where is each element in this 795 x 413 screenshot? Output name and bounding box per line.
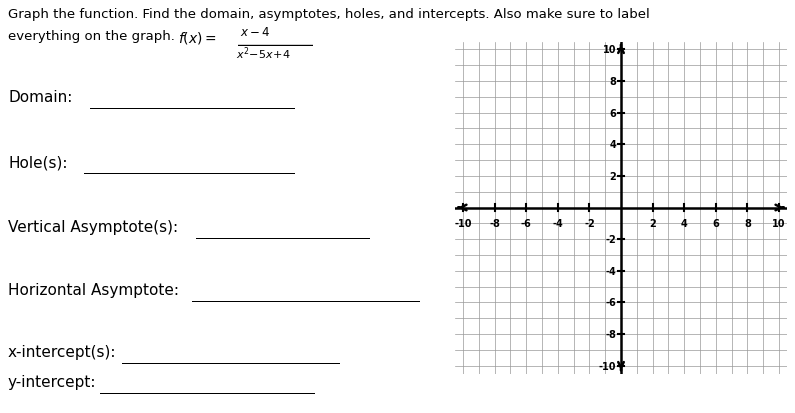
Text: $f(x) =$: $f(x) =$ — [178, 30, 217, 46]
Text: -10: -10 — [454, 218, 471, 228]
Text: 10: 10 — [773, 218, 785, 228]
Text: -8: -8 — [605, 329, 616, 339]
Text: $x-4$: $x-4$ — [240, 26, 270, 39]
Text: 8: 8 — [744, 218, 751, 228]
Text: -6: -6 — [521, 218, 532, 228]
Text: 6: 6 — [610, 108, 616, 119]
Text: $x^2\!-\!5x\!+\!4$: $x^2\!-\!5x\!+\!4$ — [236, 45, 291, 62]
Text: 6: 6 — [712, 218, 719, 228]
Text: Domain:: Domain: — [8, 90, 72, 105]
Text: -10: -10 — [599, 361, 616, 371]
Text: 8: 8 — [610, 77, 616, 87]
Text: x-intercept(s):: x-intercept(s): — [8, 344, 117, 359]
Text: 2: 2 — [610, 171, 616, 181]
Text: Vertical Asymptote(s):: Vertical Asymptote(s): — [8, 219, 178, 235]
Text: -2: -2 — [606, 235, 616, 244]
Text: -6: -6 — [606, 298, 616, 308]
Text: Horizontal Asymptote:: Horizontal Asymptote: — [8, 282, 179, 297]
Text: 4: 4 — [681, 218, 688, 228]
Text: y-intercept:: y-intercept: — [8, 374, 96, 389]
Text: 4: 4 — [610, 140, 616, 150]
Text: Hole(s):: Hole(s): — [8, 154, 68, 170]
Text: -4: -4 — [606, 266, 616, 276]
Text: 10: 10 — [603, 45, 616, 55]
Text: -4: -4 — [553, 218, 563, 228]
Text: -2: -2 — [584, 218, 595, 228]
Text: -8: -8 — [489, 218, 500, 228]
Text: everything on the graph.: everything on the graph. — [8, 30, 179, 43]
Text: Graph the function. Find the domain, asymptotes, holes, and intercepts. Also mak: Graph the function. Find the domain, asy… — [8, 8, 650, 21]
Text: 2: 2 — [650, 218, 656, 228]
